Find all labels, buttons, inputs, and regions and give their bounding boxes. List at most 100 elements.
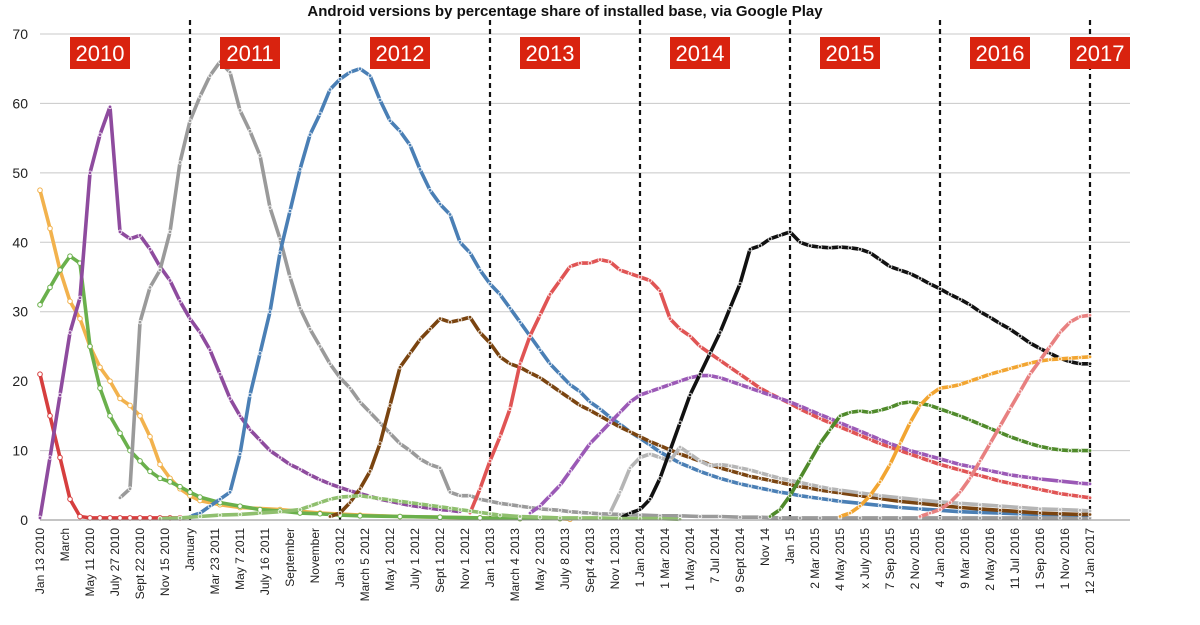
data-point: [317, 344, 323, 349]
data-point: [397, 513, 403, 520]
data-point: [937, 507, 943, 512]
data-point: [997, 470, 1003, 476]
data-point: [797, 476, 803, 481]
data-point: [1087, 508, 1093, 514]
data-point: [747, 378, 753, 384]
data-point: [187, 118, 193, 124]
data-point: [967, 378, 973, 384]
data-point: [517, 514, 523, 519]
year-badge-bg: [370, 37, 430, 69]
data-point: [797, 493, 803, 498]
data-point: [737, 471, 743, 476]
data-point: [697, 371, 703, 377]
data-point: [947, 459, 953, 464]
data-point: [1057, 478, 1063, 484]
data-point: [1067, 355, 1073, 361]
x-tick-label: 12 Jan 2017: [1083, 528, 1097, 594]
data-point: [707, 463, 713, 469]
y-tick-label: 50: [12, 165, 28, 181]
data-point: [77, 295, 83, 301]
data-point: [77, 315, 83, 322]
data-point: [277, 250, 283, 255]
data-point: [917, 455, 923, 460]
x-tick-label: May 11 2010: [83, 528, 97, 597]
data-point: [417, 167, 423, 172]
data-point: [497, 501, 503, 506]
data-point: [807, 243, 813, 249]
data-point: [977, 421, 983, 427]
data-point: [357, 493, 363, 498]
year-badge-bg: [820, 37, 880, 69]
data-point: [437, 465, 443, 471]
series-line: [38, 105, 462, 520]
data-point: [637, 392, 643, 398]
data-point: [687, 464, 693, 470]
data-point: [1057, 491, 1063, 496]
x-tick-label: May 1 2012: [383, 528, 397, 591]
data-point: [1017, 389, 1023, 394]
data-point: [997, 424, 1003, 429]
data-point: [1007, 366, 1013, 371]
data-point: [607, 510, 613, 516]
data-point: [497, 292, 503, 297]
data-point: [837, 244, 843, 250]
year-badge-label: 2014: [676, 41, 725, 66]
data-point: [717, 514, 723, 519]
data-point: [397, 365, 403, 370]
data-point: [1077, 512, 1083, 517]
data-point: [377, 441, 383, 446]
data-point: [807, 482, 813, 487]
data-point: [857, 408, 863, 414]
year-badge-bg: [70, 37, 130, 69]
data-point: [777, 396, 783, 401]
data-point: [577, 389, 583, 394]
data-point: [607, 420, 613, 426]
data-point: [1037, 346, 1043, 351]
x-tick-label: Nov 1 2013: [608, 528, 622, 590]
data-point: [377, 420, 383, 426]
data-point: [887, 441, 893, 446]
x-tick-label: Jan 15: [783, 528, 797, 564]
year-badge-label: 2017: [1076, 41, 1125, 66]
data-point: [577, 510, 583, 515]
data-point: [237, 413, 243, 419]
data-point: [527, 370, 533, 376]
data-point: [207, 73, 213, 78]
data-point: [1027, 360, 1033, 366]
data-point: [747, 483, 753, 489]
data-point: [407, 142, 413, 148]
data-point: [277, 455, 283, 460]
data-point: [1037, 476, 1043, 482]
data-point: [487, 458, 493, 464]
series-4: [37, 104, 463, 521]
y-tick-label: 70: [12, 26, 28, 42]
data-point: [837, 487, 843, 493]
data-point: [367, 410, 373, 415]
data-point: [877, 493, 883, 498]
data-point: [407, 500, 413, 505]
data-point: [617, 512, 623, 517]
data-point: [957, 413, 963, 419]
data-point: [37, 371, 43, 378]
data-point: [337, 76, 343, 82]
data-point: [897, 505, 903, 510]
data-point: [627, 510, 633, 516]
data-point: [787, 229, 793, 235]
data-point: [267, 448, 273, 453]
series-line: [468, 257, 1092, 515]
data-point: [297, 167, 303, 172]
data-point: [327, 481, 333, 487]
data-point: [977, 375, 983, 380]
data-point: [697, 458, 703, 464]
x-tick-label: Jan 3 2012: [333, 528, 347, 588]
x-tick-label: November: [308, 528, 322, 583]
data-point: [757, 485, 763, 491]
data-point: [147, 246, 153, 252]
x-tick-label: Sept 1 2012: [433, 528, 447, 593]
data-point: [967, 464, 973, 469]
data-point: [357, 66, 363, 71]
data-point: [757, 476, 763, 481]
data-point: [427, 462, 433, 467]
x-tick-label: May 7 2011: [233, 528, 247, 590]
